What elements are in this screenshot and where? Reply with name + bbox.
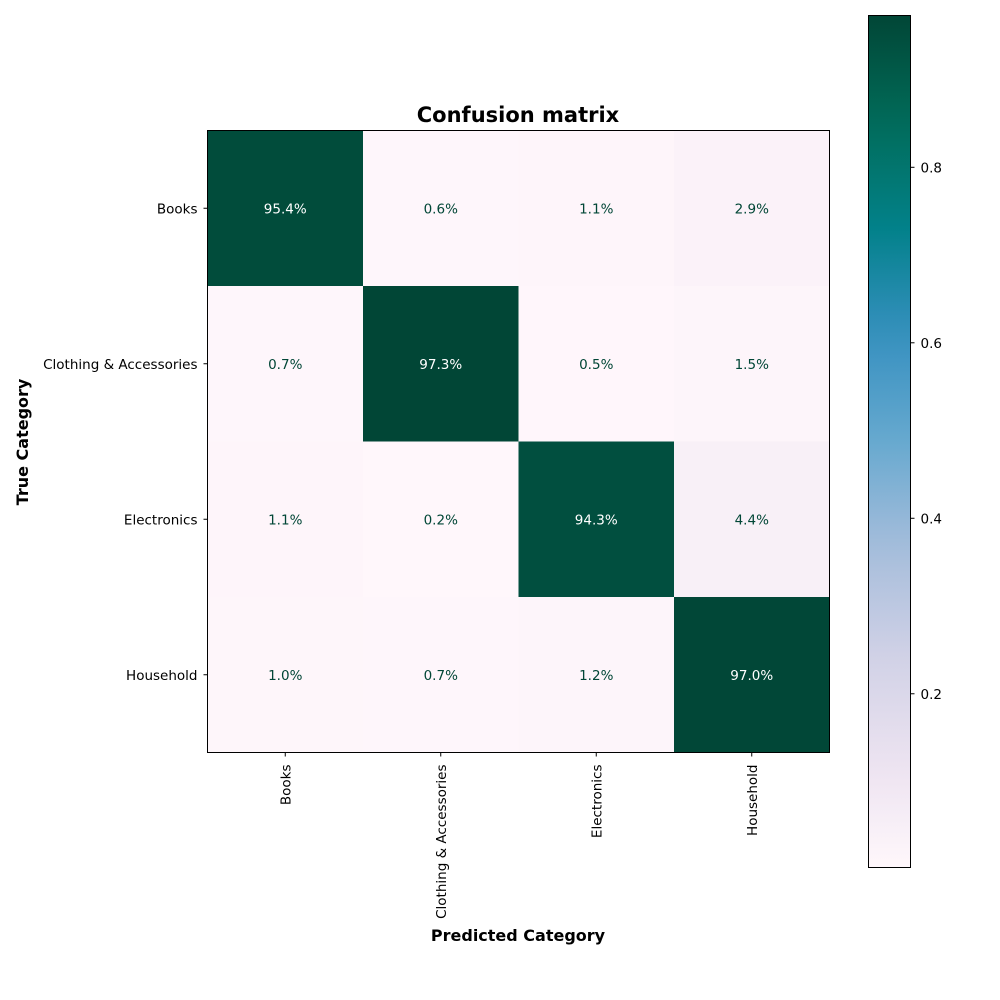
heatmap-cell (363, 130, 519, 287)
colorbar: 0.2 0.4 0.6 0.8 (868, 15, 942, 868)
cell-value-label: 95.4% (264, 201, 307, 217)
x-axis-label: Predicted Category (431, 926, 606, 945)
heatmap-cell (207, 597, 364, 753)
cell-value-label: 2.9% (735, 201, 769, 217)
heatmap-cell-labels: 95.4% 0.6% 1.1% 2.9% 0.7% 97.3% 0.5% 1.5% 1.1% 0.… (264, 201, 774, 684)
heatmap-cell (518, 441, 675, 598)
colorbar-tick-label: 0.6 (921, 336, 942, 352)
heatmap-cell (518, 597, 675, 753)
cell-value-label: 1.1% (268, 512, 302, 528)
cell-value-label: 4.4% (735, 512, 769, 528)
colorbar-ticks: 0.2 0.4 0.6 0.8 (910, 160, 942, 703)
cell-value-label: 94.3% (575, 512, 618, 528)
y-axis-ticks: Books Clothing & Accessories Electronics Ho… (43, 201, 208, 684)
heatmap-cell (674, 597, 830, 753)
y-tick-label: Household (126, 668, 197, 684)
heatmap-cell (674, 130, 830, 287)
heatmap-cells (207, 130, 830, 753)
heatmap-cell (363, 597, 519, 753)
heatmap-cell (207, 441, 364, 598)
colorbar-gradient (868, 15, 911, 868)
y-tick-label: Electronics (124, 512, 198, 528)
colorbar-tick-label: 0.8 (921, 160, 942, 176)
cell-value-label: 1.5% (735, 357, 769, 373)
x-tick-label: Clothing & Accessories (434, 765, 450, 919)
y-axis-label: True Category (13, 378, 32, 505)
heatmap-cell (518, 130, 675, 287)
heatmap-cell (363, 441, 519, 598)
cell-value-label: 1.0% (268, 668, 302, 684)
colorbar-tick-label: 0.4 (921, 511, 942, 527)
cell-value-label: 0.5% (579, 357, 613, 373)
y-tick-label: Books (157, 201, 198, 217)
cell-value-label: 97.0% (730, 668, 773, 684)
cell-value-label: 97.3% (419, 357, 462, 373)
heatmap-cell (674, 441, 830, 598)
heatmap-cell (363, 286, 519, 442)
heatmap-cell (207, 286, 364, 442)
x-tick-label: Books (278, 765, 294, 806)
x-tick-label: Electronics (589, 765, 605, 839)
heatmap-cell (518, 286, 675, 442)
cell-value-label: 0.7% (268, 357, 302, 373)
plot-frame (207, 130, 830, 753)
colorbar-tick-label: 0.2 (921, 687, 942, 703)
cell-value-label: 1.2% (579, 668, 613, 684)
cell-value-label: 0.6% (424, 201, 458, 217)
x-axis-ticks: Books Clothing & Accessories Electronics Ho… (278, 752, 761, 919)
y-tick-label: Clothing & Accessories (43, 357, 197, 373)
cell-value-label: 1.1% (579, 201, 613, 217)
heatmap-cell (674, 286, 830, 442)
cell-value-label: 0.2% (424, 512, 458, 528)
x-tick-label: Household (745, 765, 761, 836)
chart-title: Confusion matrix (417, 103, 620, 127)
cell-value-label: 0.7% (424, 668, 458, 684)
heatmap-cell (207, 130, 364, 287)
